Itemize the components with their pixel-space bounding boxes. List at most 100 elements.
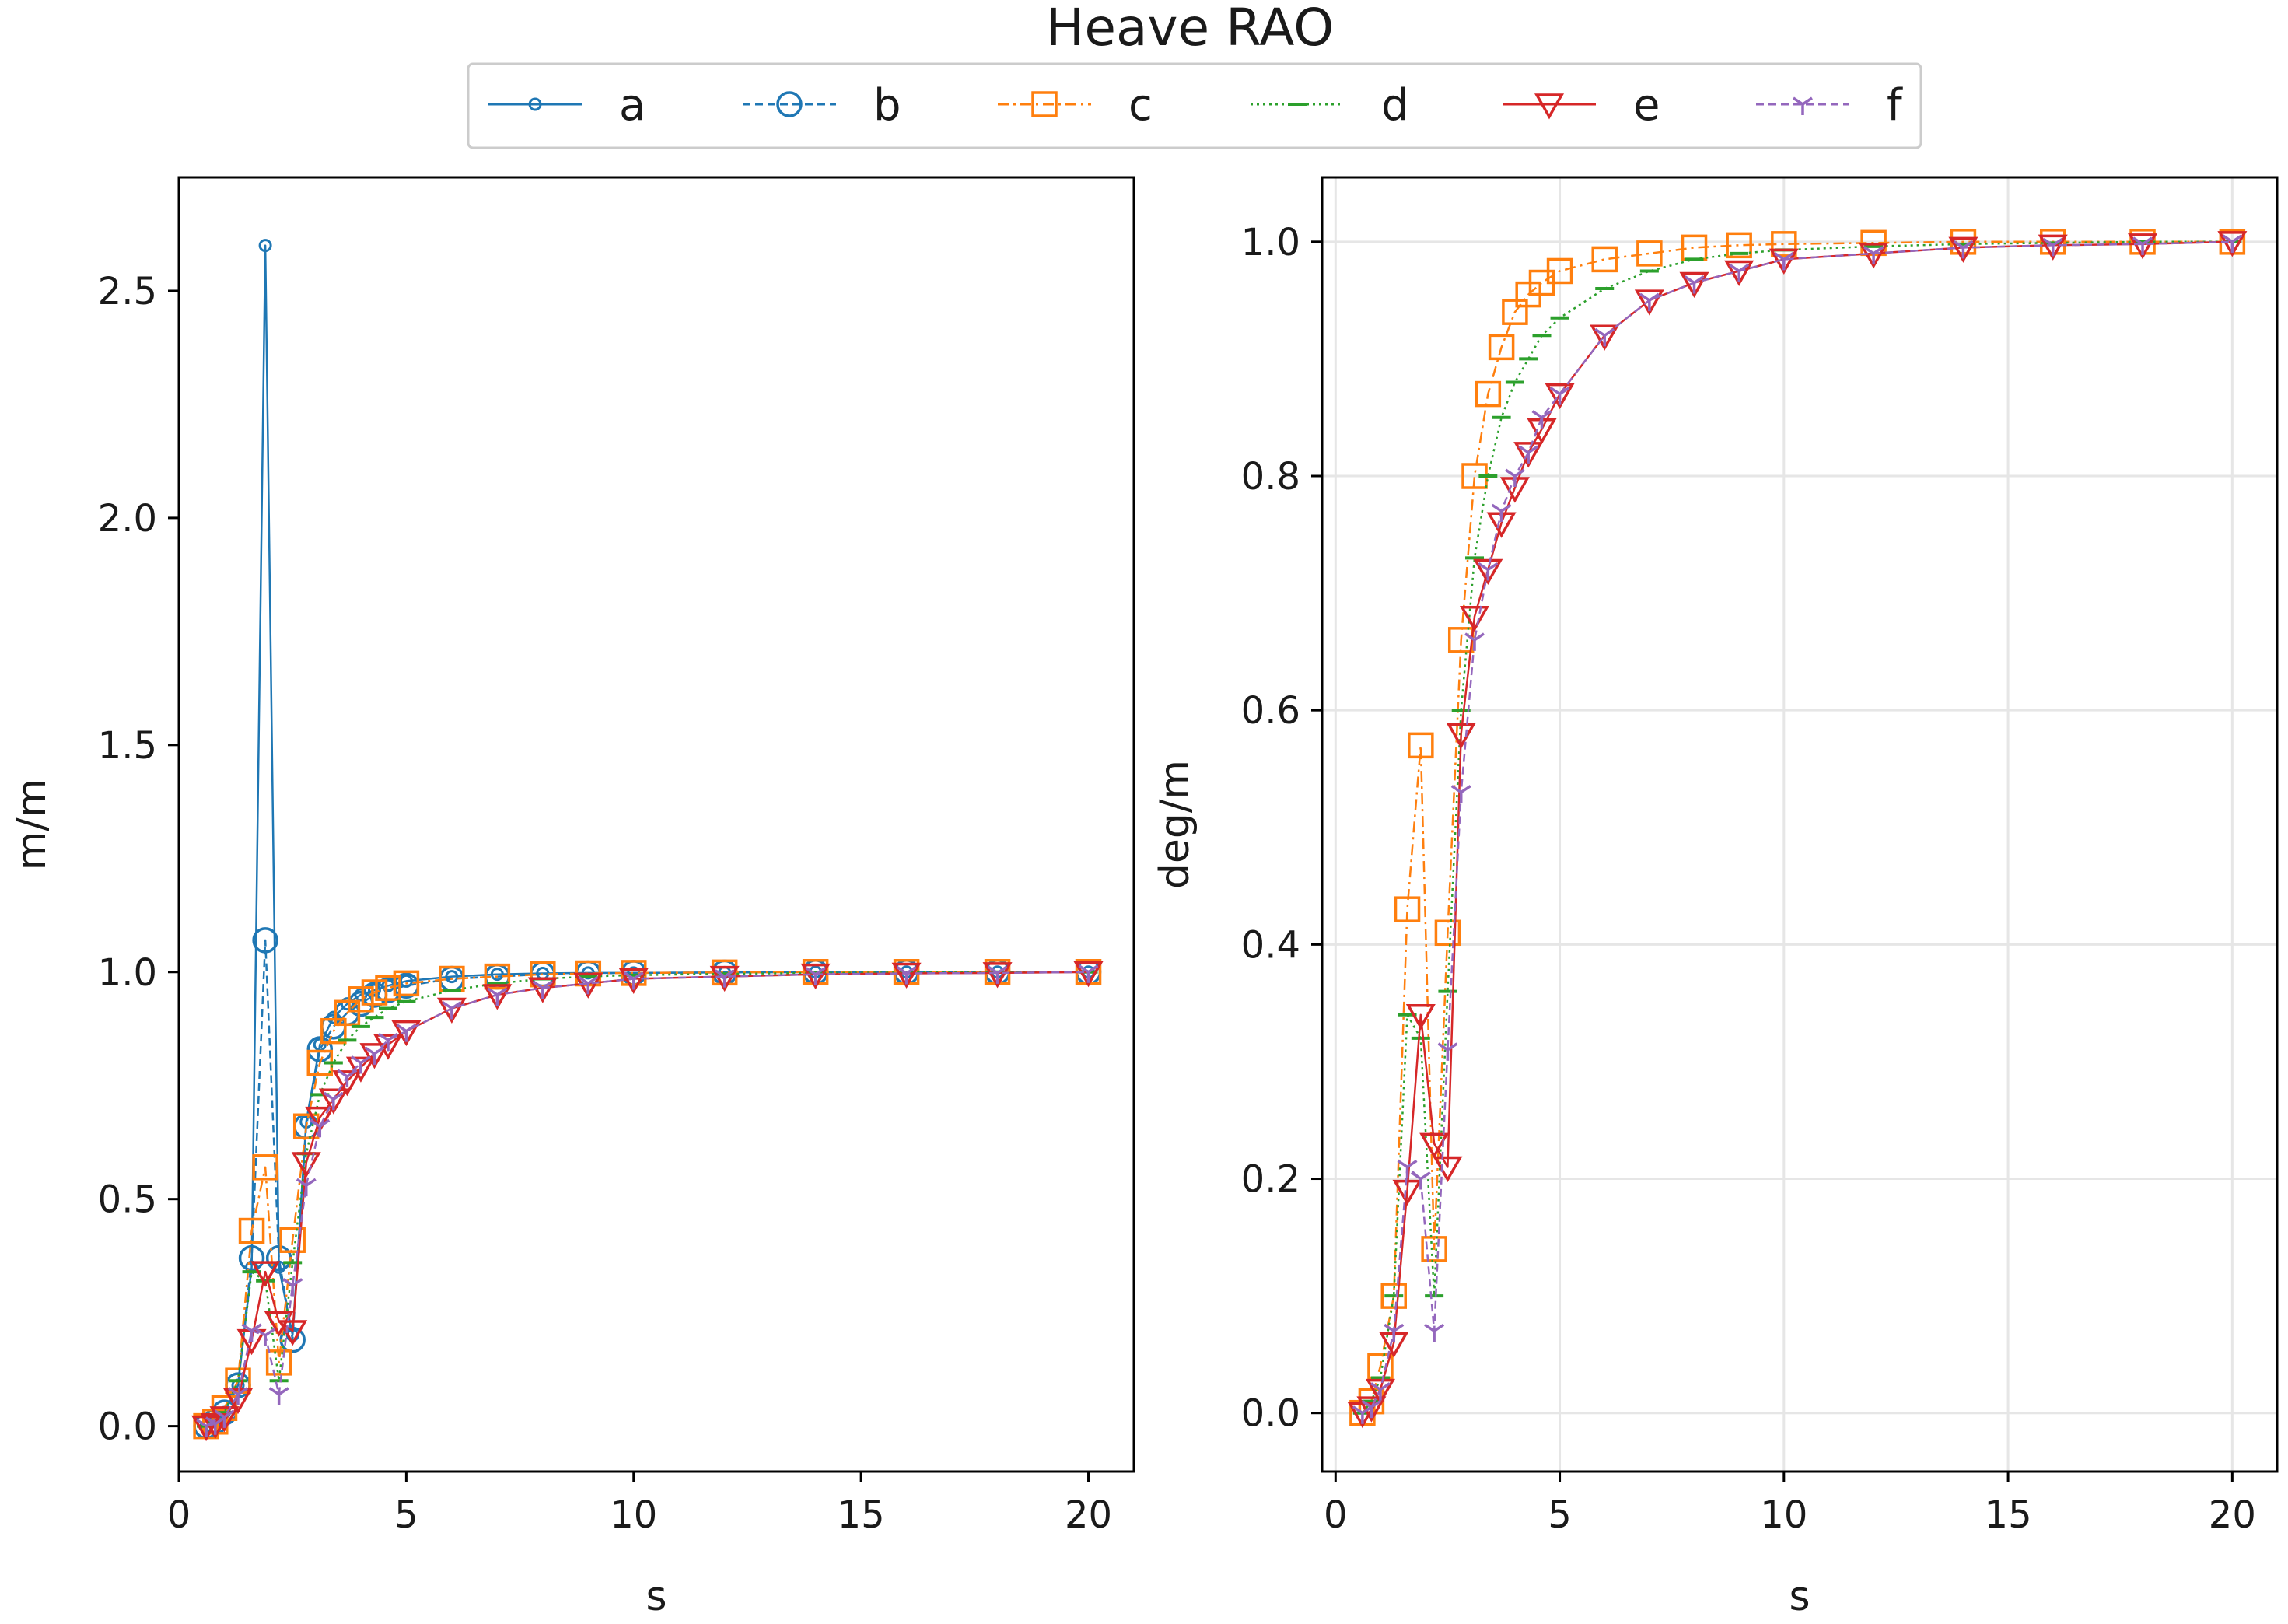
data-point-c xyxy=(1546,257,1573,285)
legend-label-d: d xyxy=(1381,80,1409,131)
legend-item-f: f xyxy=(1756,80,1903,131)
legend-item-b: b xyxy=(743,80,901,131)
series-c xyxy=(1349,229,2246,1426)
data-point-a xyxy=(258,239,272,253)
data-point-c xyxy=(1636,240,1663,267)
data-point-e xyxy=(1513,442,1544,468)
data-point-a xyxy=(445,970,459,984)
data-point-f xyxy=(1361,1399,1382,1419)
data-point-f xyxy=(214,1409,235,1428)
data-point-e xyxy=(1473,558,1503,585)
data-point-c xyxy=(1771,231,1797,257)
data-point-c xyxy=(1591,246,1618,273)
data-point-e xyxy=(1392,1179,1422,1206)
series-line-a xyxy=(205,244,1089,1427)
data-point-b xyxy=(252,927,278,954)
data-point-f xyxy=(350,1055,371,1074)
data-point-f xyxy=(268,1387,289,1405)
legend-label-e: e xyxy=(1633,80,1660,131)
data-point-c xyxy=(1502,299,1528,325)
figure-title: Heave RAO xyxy=(1046,0,1334,58)
data-point-e xyxy=(2038,234,2068,261)
data-point-e xyxy=(1365,1378,1395,1405)
data-point-c xyxy=(252,1154,278,1181)
series-f xyxy=(1352,234,2243,1424)
data-point-c xyxy=(375,975,401,1001)
plot-area xyxy=(1347,229,2248,1429)
data-point-e xyxy=(391,1020,422,1047)
data-point-f xyxy=(1729,264,1750,282)
data-point-e xyxy=(1859,243,1889,269)
data-point-f xyxy=(1410,1171,1431,1190)
data-point-f xyxy=(1684,275,1705,294)
data-point-f xyxy=(578,975,599,995)
data-point-f xyxy=(1594,327,1615,347)
x-tick-label: 5 xyxy=(394,1493,418,1537)
data-point-f xyxy=(282,1278,303,1297)
data-point-f xyxy=(623,971,644,990)
data-point-f xyxy=(2132,236,2153,255)
x-tick-label: 20 xyxy=(1065,1493,1112,1537)
data-point-e xyxy=(305,1106,335,1133)
data-point-e xyxy=(250,1261,281,1287)
data-point-c xyxy=(530,961,556,988)
y-tick-label: 0.5 xyxy=(98,1178,157,1222)
data-point-f xyxy=(1437,1042,1458,1061)
data-point-e xyxy=(1545,383,1575,410)
data-point-c xyxy=(393,970,420,997)
data-point-e xyxy=(1634,289,1664,316)
data-point-f xyxy=(364,1046,385,1065)
data-point-e xyxy=(1446,723,1476,749)
y-tick-label: 0.0 xyxy=(98,1405,157,1449)
legend-marker-b xyxy=(776,91,803,117)
data-point-e xyxy=(264,1311,294,1337)
axes-frame xyxy=(1321,176,2279,1473)
data-point-f xyxy=(1549,387,1570,405)
data-point-c xyxy=(1394,896,1421,922)
data-point-f xyxy=(1384,1323,1405,1342)
panel-right: 0 5 10 15 20 0.0 0.2 0.4 0.6 0.8 1.0 s deg/m xyxy=(1152,176,2279,1620)
x-tick-label: 20 xyxy=(2209,1493,2256,1537)
data-point-f xyxy=(1504,468,1525,487)
data-point-e xyxy=(800,963,831,990)
data-point-f xyxy=(310,1118,331,1138)
data-point-f xyxy=(1953,240,1974,259)
data-point-b xyxy=(238,1244,265,1272)
legend-marker-a xyxy=(528,97,542,111)
y-tick-label: 0.4 xyxy=(1241,923,1300,967)
series-line-c xyxy=(205,971,1089,1427)
panel-left: 0 5 10 15 20 0.0 0.5 1.0 1.5 2.0 2.5 s m/m xyxy=(9,176,1135,1620)
series-a xyxy=(199,239,1096,1433)
series-line-f xyxy=(1362,240,2233,1414)
legend-item-d: d xyxy=(1251,80,1409,131)
data-point-e xyxy=(191,1415,222,1442)
data-point-f xyxy=(714,969,735,988)
data-point-c xyxy=(1726,232,1752,259)
y-tick-label: 0.8 xyxy=(1241,455,1300,499)
data-point-f xyxy=(323,1091,344,1111)
data-point-e xyxy=(982,962,1013,989)
data-point-f xyxy=(337,1069,358,1088)
y-tick-label: 2.0 xyxy=(98,497,157,541)
data-point-c xyxy=(1408,732,1434,759)
x-tick-label: 0 xyxy=(167,1493,191,1537)
y-tick-label: 2.5 xyxy=(98,270,157,313)
y-axis-label: deg/m xyxy=(1152,760,1198,889)
data-point-c xyxy=(1434,919,1461,947)
legend-marker-f xyxy=(1793,96,1813,115)
legend-item-e: e xyxy=(1503,80,1660,131)
x-tick-label: 15 xyxy=(1985,1493,2032,1537)
data-point-c xyxy=(1475,380,1502,408)
data-point-f xyxy=(987,965,1008,984)
x-tick-label: 10 xyxy=(610,1493,657,1537)
data-point-f xyxy=(396,1024,417,1042)
y-tick-label: 1.0 xyxy=(98,951,157,995)
data-point-f xyxy=(1773,251,1794,271)
data-point-e xyxy=(1590,324,1620,351)
data-point-f xyxy=(532,980,553,999)
data-point-f xyxy=(805,967,826,985)
data-point-f xyxy=(255,1328,276,1346)
data-point-f xyxy=(1397,1160,1418,1178)
data-point-f xyxy=(228,1387,248,1405)
